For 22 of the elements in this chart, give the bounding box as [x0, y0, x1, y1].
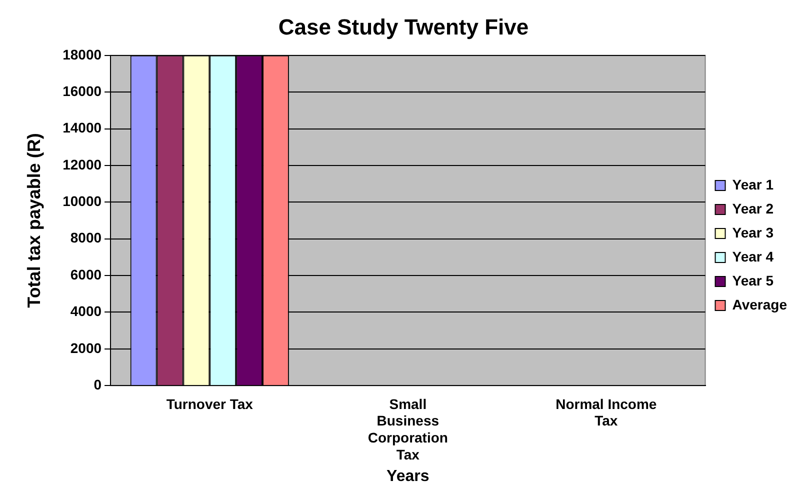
- y-tick-label: 2000: [70, 340, 102, 356]
- y-tick-label: 12000: [62, 156, 102, 172]
- x-axis-title: Years: [386, 468, 430, 485]
- y-axis-title: Total tax payable (R): [24, 133, 44, 308]
- legend-label: Year 3: [732, 224, 774, 240]
- chart-title: Case Study Twenty Five: [278, 14, 529, 40]
- y-tick-label: 14000: [62, 120, 102, 136]
- x-tick-label: Normal Income Tax: [556, 396, 657, 429]
- legend-label: Year 5: [732, 272, 774, 288]
- legend-label: Average: [732, 296, 788, 312]
- x-tick-label: Small Business Corporation Tax: [368, 396, 448, 462]
- y-tick-label: 18000: [62, 46, 102, 62]
- y-tick-label: 8000: [70, 230, 102, 246]
- y-tick-label: 6000: [70, 266, 102, 282]
- legend-label: Year 1: [732, 176, 774, 192]
- y-tick-label: 16000: [62, 82, 102, 99]
- legend-label: Year 2: [732, 200, 774, 216]
- y-tick-label: 0: [94, 376, 102, 392]
- y-tick-label: 10000: [62, 193, 102, 210]
- legend-label: Year 4: [732, 248, 774, 264]
- y-tick-label: 4000: [70, 303, 102, 320]
- x-tick-label: Turnover Tax: [166, 396, 254, 412]
